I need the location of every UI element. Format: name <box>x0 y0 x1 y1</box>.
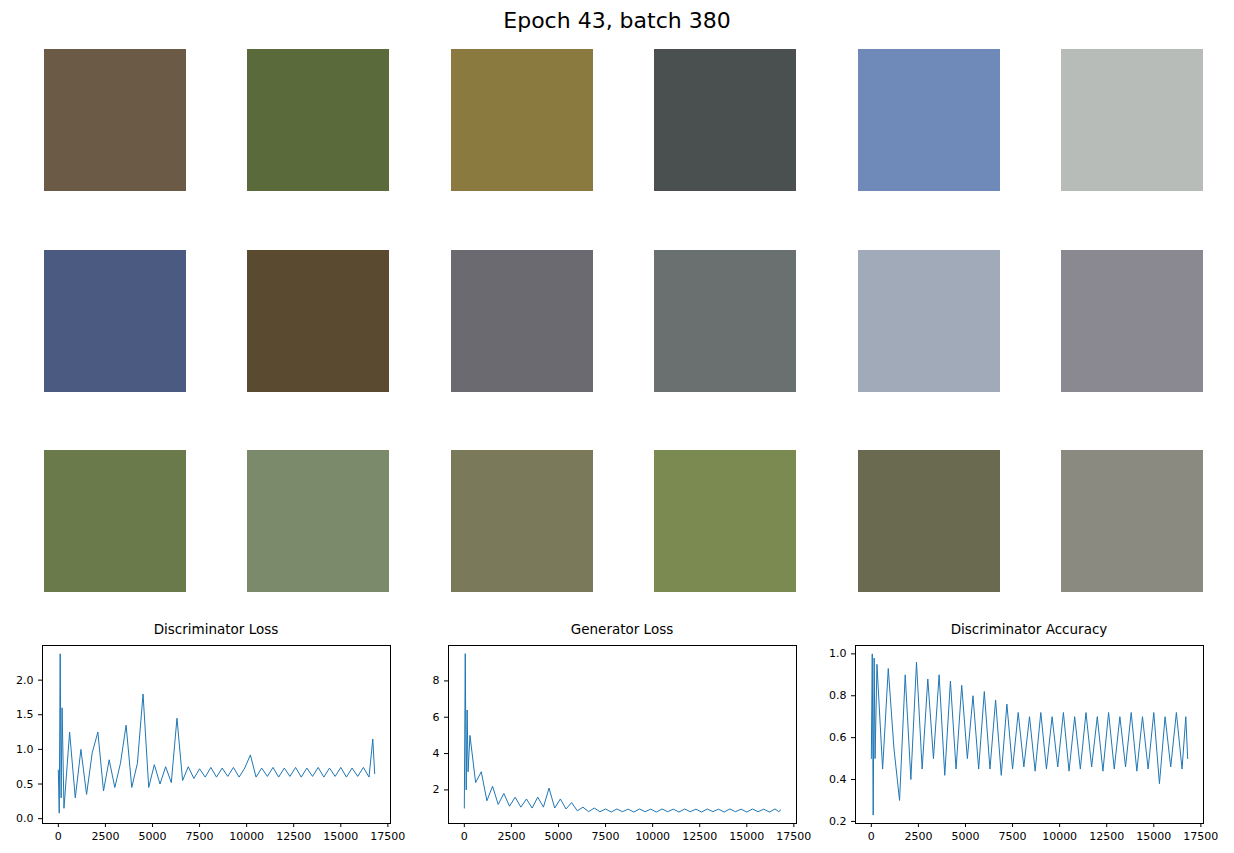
svg-text:5000: 5000 <box>544 830 572 843</box>
svg-text:12500: 12500 <box>276 830 311 843</box>
html-text:Discriminator Loss: Discriminator Loss <box>153 621 279 637</box>
svg-text:2500: 2500 <box>91 830 119 843</box>
svg-text:10000: 10000 <box>635 830 670 843</box>
svg-text:0: 0 <box>55 830 62 843</box>
svg-text:12500: 12500 <box>682 830 717 843</box>
html-text:Generator Loss: Generator Loss <box>570 621 674 637</box>
svg-text:10000: 10000 <box>1042 830 1077 843</box>
html-text:Epoch 43, batch 380: Epoch 43, batch 380 <box>503 8 731 33</box>
svg-text:17500: 17500 <box>776 830 811 843</box>
svg-text:5000: 5000 <box>138 830 166 843</box>
svg-text:7500: 7500 <box>999 830 1027 843</box>
svg-text:2500: 2500 <box>497 830 525 843</box>
svg-text:1.0: 1.0 <box>16 743 34 756</box>
svg-text:15000: 15000 <box>323 830 358 843</box>
svg-text:2.0: 2.0 <box>16 674 34 687</box>
svg-text:5000: 5000 <box>951 830 979 843</box>
svg-text:17500: 17500 <box>370 830 405 843</box>
svg-text:2: 2 <box>433 783 440 796</box>
svg-text:4: 4 <box>433 747 440 760</box>
svg-text:0: 0 <box>461 830 468 843</box>
svg-text:0.0: 0.0 <box>16 812 34 825</box>
svg-text:1.5: 1.5 <box>16 708 34 721</box>
svg-text:0.2: 0.2 <box>829 815 847 828</box>
svg-text:2500: 2500 <box>904 830 932 843</box>
svg-text:0.6: 0.6 <box>829 731 847 744</box>
svg-text:15000: 15000 <box>1136 830 1171 843</box>
svg-text:0.8: 0.8 <box>829 689 847 702</box>
svg-text:7500: 7500 <box>186 830 214 843</box>
svg-text:15000: 15000 <box>729 830 764 843</box>
svg-text:6: 6 <box>433 711 440 724</box>
svg-text:7500: 7500 <box>592 830 620 843</box>
svg-text:0: 0 <box>868 830 875 843</box>
svg-text:1.0: 1.0 <box>829 647 847 660</box>
svg-text:10000: 10000 <box>229 830 264 843</box>
svg-text:8: 8 <box>433 674 440 687</box>
svg-text:0.4: 0.4 <box>829 773 847 786</box>
svg-text:0.5: 0.5 <box>16 778 34 791</box>
svg-text:17500: 17500 <box>1183 830 1218 843</box>
svg-text:12500: 12500 <box>1089 830 1124 843</box>
html-text:Discriminator Accuracy: Discriminator Accuracy <box>950 621 1108 637</box>
